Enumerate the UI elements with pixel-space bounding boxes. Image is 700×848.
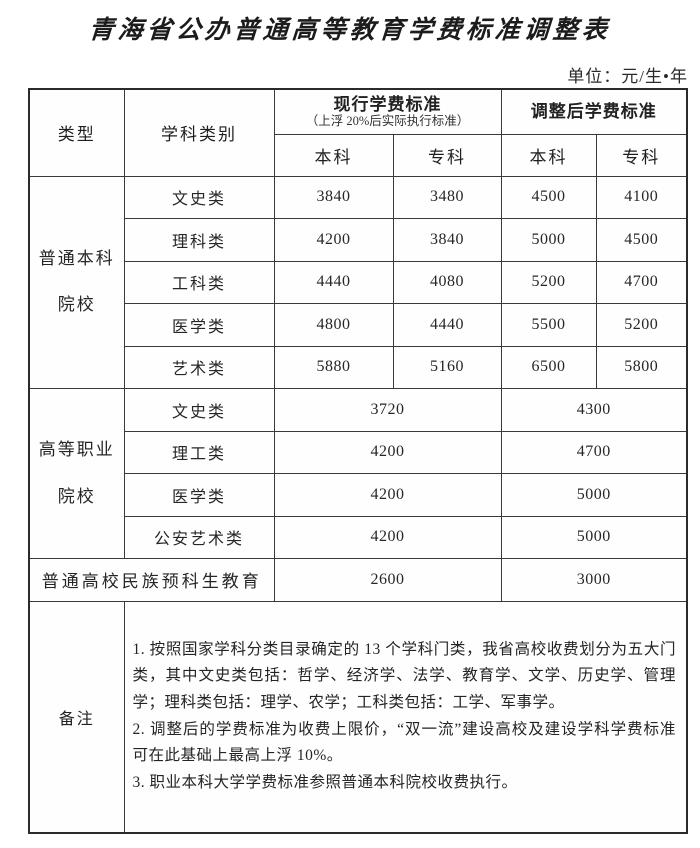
fee-value: 4200: [273, 218, 394, 262]
section-label-higher-vocational: 高等职业 院校: [28, 388, 125, 559]
header-row-subcols: 本科 专科 本科 专科: [29, 133, 688, 177]
table-row: 医学类 4200 5000: [29, 473, 688, 517]
section-label-line: 院校: [57, 295, 96, 315]
section-label-line: 高等职业: [38, 440, 115, 460]
remarks-body: 1. 按照国家学科分类目录确定的 13 个学科门类，我省高校收费划分为五大门类，…: [123, 600, 688, 834]
fee-value: 4440: [273, 260, 394, 304]
tuition-fee-table: 类型 学科类别 现行学费标准 （上浮 20%后实际执行标准） 调整后学费标准 本…: [28, 88, 689, 834]
table-row: 医学类 4800 4440 5500 5200: [29, 303, 688, 347]
fee-value: 5800: [595, 345, 688, 389]
fee-value-current: 2600: [273, 558, 502, 602]
fee-value: 4500: [500, 175, 597, 219]
fee-value-adjusted: 4700: [500, 430, 688, 474]
subject-cell: 医学类: [123, 303, 275, 347]
fee-value: 5200: [595, 303, 688, 347]
table-row: 理工类 4200 4700: [29, 430, 688, 474]
subject-cell: 公安艺术类: [123, 515, 275, 559]
table-row-remarks: 备注 1. 按照国家学科分类目录确定的 13 个学科门类，我省高校收费划分为五大…: [28, 600, 688, 834]
fee-value: 3480: [392, 175, 502, 219]
subject-cell: 文史类: [123, 388, 275, 432]
remark-note-2: 2. 调整后的学费标准为收费上限价，“双一流”建设高校及建设学科学费标准可在此基…: [132, 720, 677, 765]
subject-cell: 理工类: [123, 430, 275, 474]
fee-value-adjusted: 4300: [500, 388, 688, 432]
fee-value-current: 3720: [273, 388, 502, 432]
fee-value-current: 4200: [273, 430, 502, 474]
subject-cell: 文史类: [123, 175, 275, 219]
fee-value: 6500: [500, 345, 597, 389]
col-header-current-undergrad: 本科: [273, 133, 394, 177]
table-row: 高等职业 院校 文史类 3720 4300: [28, 388, 688, 559]
current-group-title: 现行学费标准: [333, 95, 442, 115]
fee-value: 3840: [273, 175, 394, 219]
col-header-subject: 学科类别: [123, 88, 275, 177]
header-row-groups: 类型 学科类别 现行学费标准 （上浮 20%后实际执行标准） 调整后学费标准: [28, 88, 688, 177]
remark-note-1: 1. 按照国家学科分类目录确定的 13 个学科门类，我省高校收费划分为五大门类，…: [132, 640, 677, 712]
fee-value: 5000: [500, 218, 597, 262]
fee-value: 5880: [273, 345, 394, 389]
fee-value: 4100: [595, 175, 688, 219]
fee-value: 5500: [500, 303, 597, 347]
col-header-adjusted-group: 调整后学费标准: [500, 88, 688, 135]
table-row: 理科类 4200 3840 5000 4500: [29, 218, 688, 262]
remark-note-3: 3. 职业本科大学学费标准参照普通本科院校收费执行。: [132, 774, 518, 792]
subject-cell: 理科类: [123, 218, 275, 262]
unit-label: 单位：元/生•年: [567, 67, 688, 86]
fee-value: 3840: [392, 218, 502, 262]
fee-value-adjusted: 3000: [500, 558, 688, 602]
fee-value-current: 4200: [273, 515, 502, 559]
fee-value: 4800: [273, 303, 394, 347]
fee-value-current: 4200: [273, 473, 502, 517]
table-row: 艺术类 5880 5160 6500 5800: [29, 345, 688, 389]
subject-cell: 医学类: [123, 473, 275, 517]
adjusted-group-title: 调整后学费标准: [530, 101, 657, 121]
fee-value: 4440: [392, 303, 502, 347]
table-row: 公安艺术类 4200 5000: [29, 515, 688, 559]
fee-value-adjusted: 5000: [500, 515, 688, 559]
col-header-adjusted-college: 专科: [595, 133, 688, 177]
section-label-line: 普通本科: [38, 248, 115, 268]
table-row-preparatory: 普通高校民族预科生教育 2600 3000: [28, 558, 688, 602]
remarks-label: 备注: [28, 600, 125, 834]
fee-value: 4700: [595, 260, 688, 304]
col-header-adjusted-undergrad: 本科: [500, 133, 597, 177]
section-label-regular-undergrad: 普通本科 院校: [28, 175, 125, 389]
section-label-line: 院校: [57, 486, 96, 506]
subject-cell: 工科类: [123, 260, 275, 304]
fee-value: 5160: [392, 345, 502, 389]
col-header-type: 类型: [28, 88, 125, 177]
table-row: 工科类 4440 4080 5200 4700: [29, 260, 688, 304]
current-group-subtitle: （上浮 20%后实际执行标准）: [305, 113, 470, 128]
fee-value: 5200: [500, 260, 597, 304]
subject-cell: 艺术类: [123, 345, 275, 389]
page-title: 青海省公办普通高等教育学费标准调整表: [87, 17, 612, 44]
table-row: 普通本科 院校 文史类 3840 3480 4500 4100: [28, 175, 688, 389]
remarks-text: 1. 按照国家学科分类目录确定的 13 个学科门类，我省高校收费划分为五大门类，…: [125, 631, 687, 803]
fee-value-adjusted: 5000: [500, 473, 688, 517]
col-header-current-college: 专科: [392, 133, 502, 177]
col-header-current-group: 现行学费标准 （上浮 20%后实际执行标准）: [273, 88, 502, 135]
fee-value: 4500: [595, 218, 688, 262]
preparatory-label: 普通高校民族预科生教育: [28, 558, 275, 602]
fee-value: 4080: [392, 260, 502, 304]
